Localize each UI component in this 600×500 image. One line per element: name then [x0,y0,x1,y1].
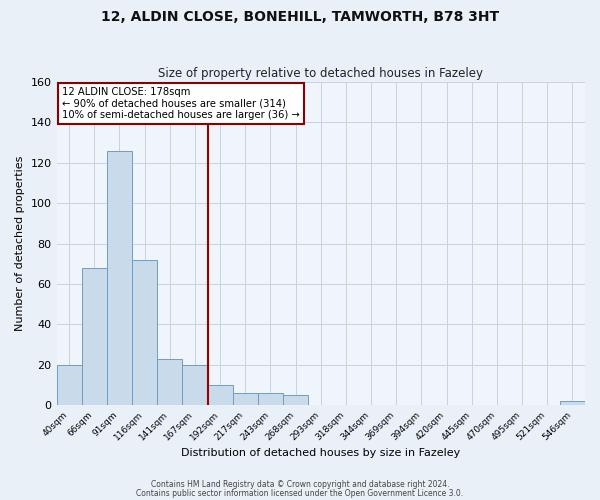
Bar [107,150,132,405]
X-axis label: Distribution of detached houses by size in Fazeley: Distribution of detached houses by size … [181,448,460,458]
Text: Contains public sector information licensed under the Open Government Licence 3.: Contains public sector information licen… [136,489,464,498]
Y-axis label: Number of detached properties: Number of detached properties [15,156,25,331]
Bar [157,358,182,405]
Text: Contains HM Land Registry data © Crown copyright and database right 2024.: Contains HM Land Registry data © Crown c… [151,480,449,489]
Bar [132,260,157,405]
Bar [560,401,585,405]
Bar [208,385,233,405]
Bar [233,393,258,405]
Title: Size of property relative to detached houses in Fazeley: Size of property relative to detached ho… [158,66,483,80]
Bar [56,364,82,405]
Bar [82,268,107,405]
Text: 12 ALDIN CLOSE: 178sqm
← 90% of detached houses are smaller (314)
10% of semi-de: 12 ALDIN CLOSE: 178sqm ← 90% of detached… [62,87,299,120]
Bar [283,395,308,405]
Bar [182,364,208,405]
Bar [258,393,283,405]
Text: 12, ALDIN CLOSE, BONEHILL, TAMWORTH, B78 3HT: 12, ALDIN CLOSE, BONEHILL, TAMWORTH, B78… [101,10,499,24]
